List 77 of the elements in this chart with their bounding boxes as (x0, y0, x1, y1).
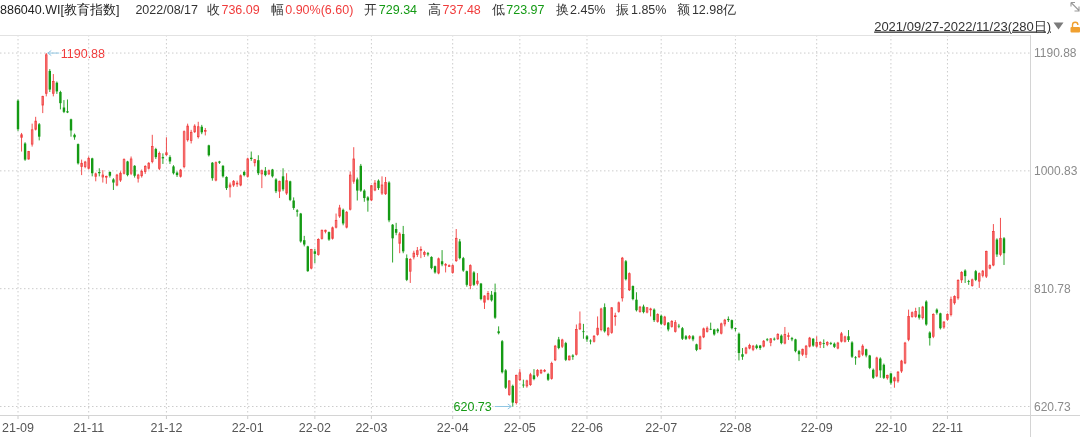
candlestick (285, 172, 288, 196)
candlestick (310, 248, 313, 270)
x-tick-label: 22-11 (931, 420, 964, 435)
candlestick (165, 136, 168, 157)
candlestick (999, 217, 1002, 257)
x-tick-label: 22-04 (436, 420, 469, 435)
text: 振1.85% (616, 2, 667, 17)
candlestick (211, 161, 214, 182)
candlestick (45, 52, 48, 97)
candlestick (228, 182, 232, 198)
x-tick-label: 21-11 (73, 420, 105, 435)
x-tick-label: 22-03 (355, 420, 388, 435)
candlestick (932, 312, 935, 339)
text: 换2.45% (555, 2, 606, 17)
candlestick (80, 159, 83, 176)
candlestick (151, 134, 154, 164)
text: 开729.34 (364, 2, 418, 17)
text: 额12.98亿 (677, 2, 737, 17)
candlestick (907, 309, 910, 342)
candlestick (398, 231, 401, 254)
candlestick (52, 73, 55, 97)
annotation: 1190.88 (60, 46, 106, 61)
candlestick (875, 356, 878, 378)
candlestick (727, 315, 730, 323)
x-tick-label: 22-08 (719, 420, 752, 435)
candlestick (409, 257, 412, 284)
candlestick (384, 176, 387, 196)
candlestick (822, 338, 825, 349)
candlestick (257, 154, 260, 176)
candlestick (483, 294, 486, 310)
x-tick-label: 22-01 (231, 420, 264, 435)
candlestick (861, 343, 864, 357)
x-tick-label: 22-05 (503, 420, 536, 435)
candlestick (879, 356, 882, 379)
candlestick (158, 151, 161, 171)
candlestick (621, 256, 624, 303)
chart-subtitle: 2022/08/17 (135, 2, 199, 17)
candlestick (992, 223, 995, 267)
text: 幅0.90%(6.60) (270, 2, 354, 17)
text: 高737.48 (428, 1, 481, 17)
y-tick-label: 1190.88 (1034, 46, 1077, 61)
candlestick (610, 306, 613, 335)
candlestick (278, 180, 281, 199)
candlestick (313, 248, 317, 264)
candlestick (550, 361, 553, 381)
x-tick-label: 22-06 (570, 420, 604, 435)
candlestick (366, 195, 370, 213)
candlestick (677, 323, 681, 329)
chart-title: 886040.WI[教育指数] (0, 1, 120, 17)
x-tick-label: 22-02 (298, 420, 331, 435)
candlestick (599, 307, 603, 332)
candlestick (529, 372, 532, 387)
x-tick-label: 22-10 (874, 420, 907, 435)
text: 2021/09/27-2022/11/23(280日) (874, 18, 1051, 34)
candlestick (20, 132, 23, 152)
candlestick (30, 123, 34, 148)
candlestick (66, 99, 69, 114)
annotation: 620.73 (453, 399, 492, 414)
candlestick (391, 223, 394, 263)
text: 低723.97 (491, 2, 545, 17)
candlestick (246, 157, 249, 179)
y-tick-label: 1000.83 (1034, 164, 1078, 179)
candlestick (985, 250, 988, 279)
candlestick (260, 169, 264, 189)
candlestick (949, 296, 953, 317)
x-tick-label: 22-07 (645, 420, 678, 435)
text: 收736.09 (206, 2, 260, 17)
candlestick (455, 228, 458, 263)
x-tick-label: 22-09 (800, 420, 833, 435)
y-tick-label: 620.73 (1034, 399, 1072, 414)
y-tick-label: 810.78 (1034, 281, 1072, 296)
candlestick (635, 291, 638, 312)
candlestick (628, 271, 631, 292)
x-tick-label: 21-12 (150, 420, 183, 435)
candlestick (582, 323, 585, 340)
candlestick (469, 263, 472, 290)
x-tick-label: 21-09 (2, 420, 35, 435)
